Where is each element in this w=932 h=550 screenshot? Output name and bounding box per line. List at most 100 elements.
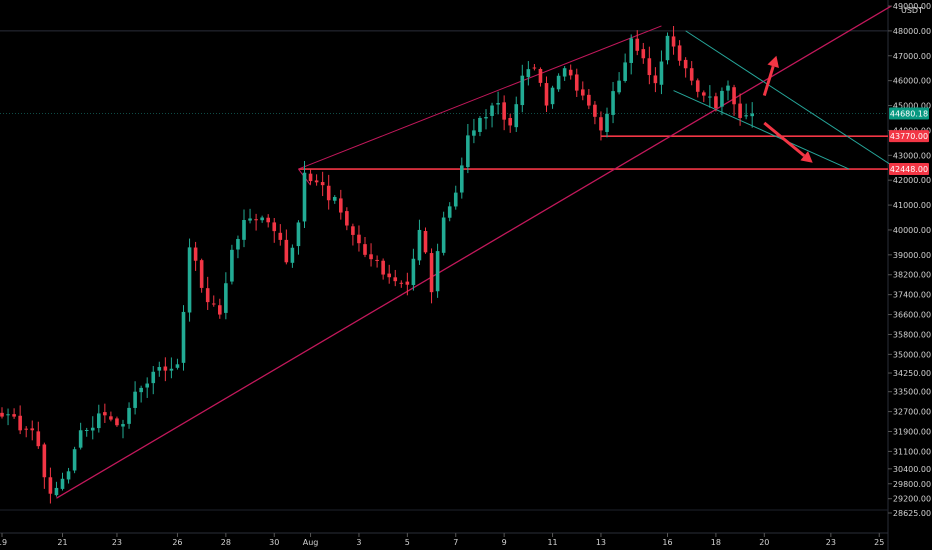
candle-bearish	[345, 211, 349, 226]
time-tick-label: 11	[547, 538, 557, 547]
candle-bullish	[617, 80, 621, 93]
candle-bullish	[514, 104, 519, 128]
candle-bearish	[738, 103, 742, 118]
candle-bearish	[581, 89, 585, 96]
time-tick-label: 23	[112, 538, 122, 547]
candle-bullish	[236, 238, 240, 250]
candle-bearish	[714, 96, 718, 109]
candle-bullish	[90, 427, 95, 431]
price-tick-label: 29200.00	[893, 495, 931, 504]
candle-bearish	[12, 414, 16, 417]
candles-layer	[0, 25, 754, 504]
time-tick-label: 13	[596, 538, 606, 547]
price-tick-label: 28625.00	[893, 509, 931, 518]
price-tick-label: 41000.00	[893, 201, 931, 210]
price-tick-label: 49000.00	[893, 2, 931, 11]
candle-bearish	[103, 412, 107, 416]
arrow-shaft	[762, 65, 775, 97]
candle-bullish	[447, 206, 452, 218]
candle-bearish	[689, 68, 694, 81]
candle-bearish	[702, 92, 706, 96]
rising-channel-top-line	[298, 25, 662, 170]
candle-bullish	[157, 367, 162, 371]
candle-bearish	[369, 254, 373, 260]
candle-bearish	[199, 260, 204, 288]
candle-bullish	[242, 219, 246, 240]
candle-bearish	[24, 428, 28, 430]
price-tick-label: 42000.00	[893, 176, 931, 185]
price-tick-label: 36600.00	[893, 311, 931, 320]
candle-bearish	[635, 38, 640, 51]
candle-bullish	[472, 130, 476, 136]
candle-bearish	[36, 431, 41, 447]
candle-bullish	[496, 103, 500, 105]
price-tick-label: 34250.00	[893, 369, 931, 378]
price-tick-label: 45000.00	[893, 102, 931, 111]
falling-channel-top-line	[685, 30, 898, 170]
time-tick-label: 16	[662, 538, 672, 547]
candle-bullish	[187, 247, 192, 313]
time-axis[interactable]: 19 21 23 26 28 30 Aug 3 5 7 9 11 13 16 18 20 23 25	[0, 533, 884, 547]
support-upper-tag	[889, 130, 929, 143]
time-tick-label: 19	[0, 538, 7, 547]
price-tick-label: 38200.00	[893, 271, 931, 280]
candle-bearish	[375, 259, 379, 261]
price-tags-layer: 44680.18 43770.00 42448.00	[889, 107, 929, 176]
price-tick-label: 40000.00	[893, 226, 931, 235]
candle-bearish	[163, 366, 168, 371]
candle-bullish	[750, 113, 754, 117]
candle-bullish	[248, 218, 252, 221]
candle-bearish	[351, 226, 355, 235]
candle-bullish	[744, 115, 748, 117]
candle-bearish	[508, 118, 512, 126]
candle-bullish	[72, 449, 77, 471]
candle-bearish	[278, 232, 283, 240]
time-tick-label: 26	[172, 538, 182, 547]
price-tick-label: 31100.00	[893, 447, 931, 456]
candle-bearish	[393, 277, 398, 282]
candle-bullish	[720, 90, 724, 107]
time-tick-label: 3	[356, 538, 361, 547]
arrow-head	[800, 151, 813, 163]
price-tick-label: 35000.00	[893, 350, 931, 359]
candle-bullish	[121, 424, 125, 427]
support-lower-tag-label: 42448.00	[890, 165, 928, 174]
bearish-breakdown-arrow	[763, 121, 813, 163]
candle-bullish	[417, 229, 422, 261]
candle-bearish	[314, 180, 319, 183]
candle-bullish	[145, 383, 149, 388]
candle-bullish	[78, 430, 83, 448]
candle-bearish	[381, 260, 385, 275]
rising-channel-bottom-line	[56, 5, 892, 499]
time-tick-label: 30	[269, 538, 279, 547]
time-tick-label: 7	[453, 538, 458, 547]
candle-bearish	[544, 83, 549, 106]
candle-bearish	[599, 117, 603, 131]
price-tick-label: 32700.00	[893, 408, 931, 417]
candle-bearish	[266, 217, 270, 223]
candle-bearish	[641, 49, 646, 59]
candle-bearish	[653, 75, 658, 84]
price-tick-label: 35800.00	[893, 330, 931, 339]
candle-bullish	[139, 387, 143, 393]
time-tick-label: 9	[502, 538, 507, 547]
price-tick-label: 29800.00	[893, 480, 931, 489]
candle-bearish	[284, 239, 289, 263]
candle-bearish	[254, 219, 258, 221]
candle-bearish	[339, 198, 343, 213]
candle-bullish	[562, 68, 567, 77]
price-tick-label: 39000.00	[893, 251, 931, 260]
falling-channel-bottom-line	[673, 90, 850, 170]
candle-bearish	[18, 415, 22, 431]
candle-bearish	[272, 222, 277, 232]
candle-bearish	[587, 94, 591, 106]
candle-bearish	[405, 281, 410, 285]
candle-bearish	[502, 102, 506, 120]
candle-bearish	[42, 444, 47, 478]
last-price-tag	[889, 107, 929, 120]
candle-bullish	[54, 487, 59, 496]
candle-bearish	[593, 104, 597, 117]
candle-bullish	[97, 413, 101, 429]
